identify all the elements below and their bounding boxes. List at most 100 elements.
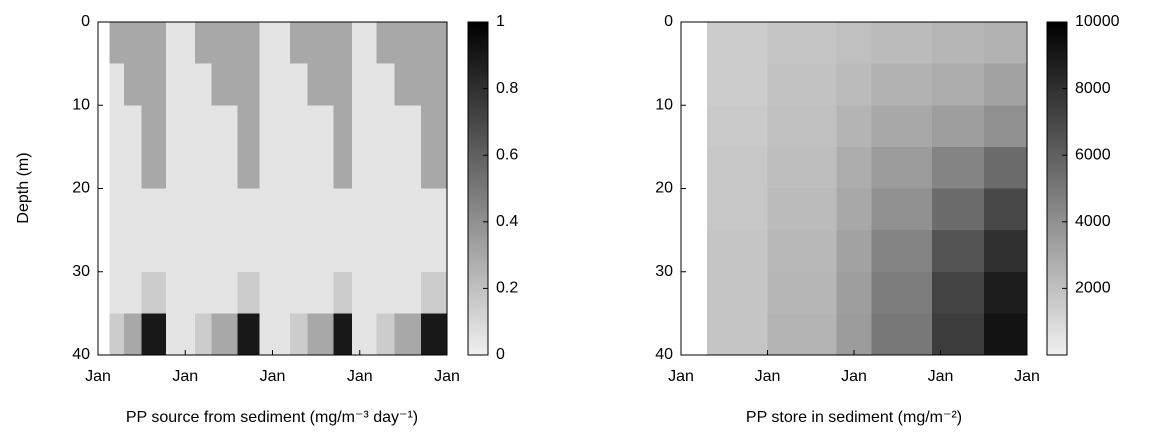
heatmap-cell xyxy=(259,188,291,231)
heatmap-cell xyxy=(289,63,308,106)
heatmap-cell xyxy=(767,146,838,189)
heatmap-cell xyxy=(871,22,933,65)
heatmap-cell xyxy=(706,188,768,231)
heatmap-cell xyxy=(931,63,985,106)
heatmap-cell xyxy=(307,146,335,189)
heatmap-cell xyxy=(394,63,422,106)
heatmap-cell xyxy=(211,271,239,314)
heatmap-cell xyxy=(871,313,933,356)
x-axis-label: PP store in sediment (mg/m⁻²) xyxy=(746,409,962,426)
heatmap-cell xyxy=(351,105,377,148)
heatmap-cell xyxy=(124,188,143,231)
heatmap-cell xyxy=(307,22,335,65)
heatmap-cell xyxy=(166,105,196,148)
heatmap-cell xyxy=(333,105,353,148)
heatmap-cell xyxy=(166,188,196,231)
heatmap-cell xyxy=(211,146,239,189)
x-tick-label: Jan xyxy=(85,368,111,385)
heatmap-cell xyxy=(109,313,125,356)
heatmap-cell xyxy=(376,188,396,231)
heatmap-cell xyxy=(767,22,838,65)
heatmap-cell xyxy=(420,63,448,106)
heatmap-cell xyxy=(289,146,308,189)
heatmap-cell xyxy=(259,313,291,356)
heatmap-cell xyxy=(109,271,125,314)
heatmap-cell xyxy=(871,63,933,106)
heatmap-cell xyxy=(983,105,1028,148)
colorbar-tick-label: 8000 xyxy=(1075,80,1111,97)
colorbar-frame xyxy=(1046,21,1068,356)
y-tick-label: 30 xyxy=(655,263,673,280)
heatmap-cell xyxy=(376,22,396,65)
heatmap-cell xyxy=(767,230,838,273)
heatmap-cell xyxy=(351,188,377,231)
heatmap-cell xyxy=(124,63,143,106)
heatmap-cell xyxy=(289,188,308,231)
heatmap-cell xyxy=(333,313,353,356)
colorbar xyxy=(1047,22,1067,355)
heatmap-cell xyxy=(420,22,448,65)
heatmap-cell xyxy=(836,63,872,106)
heatmap-cell xyxy=(931,313,985,356)
heatmap-cell xyxy=(259,271,291,314)
heatmap-cell xyxy=(351,313,377,356)
heatmap-cell xyxy=(376,271,396,314)
colorbar-tick-label: 2000 xyxy=(1075,280,1111,297)
x-tick-label: Jan xyxy=(841,368,867,385)
heatmap-cell xyxy=(931,105,985,148)
colorbar-tick-label: 0.6 xyxy=(496,146,518,163)
heatmap-cell xyxy=(983,230,1028,273)
colorbar-tick-label: 10000 xyxy=(1075,13,1120,30)
heatmap-cell xyxy=(871,230,933,273)
heatmap-cell xyxy=(376,105,396,148)
heatmap-cell xyxy=(351,230,377,273)
heatmap-cell xyxy=(420,188,448,231)
heatmap-cell xyxy=(706,105,768,148)
heatmap-cell xyxy=(836,313,872,356)
heatmap-cell xyxy=(124,271,143,314)
heatmap-cell xyxy=(141,105,167,148)
heatmap-cell xyxy=(333,188,353,231)
x-tick-label: Jan xyxy=(928,368,954,385)
x-tick-label: Jan xyxy=(755,368,781,385)
heatmap-cell xyxy=(166,230,196,273)
heatmap-cell xyxy=(420,271,448,314)
heatmap-cell xyxy=(307,63,335,106)
heatmap-cell xyxy=(836,188,872,231)
heatmap-cell xyxy=(307,271,335,314)
heatmap-cell xyxy=(194,271,212,314)
heatmap-cell xyxy=(141,271,167,314)
heatmap-cell xyxy=(141,188,167,231)
heatmap-cell xyxy=(124,105,143,148)
heatmap-cell xyxy=(289,230,308,273)
heatmap-cell xyxy=(109,188,125,231)
heatmap-cell xyxy=(333,271,353,314)
heatmap-cell xyxy=(211,188,239,231)
heatmap-cell xyxy=(376,63,396,106)
heatmap-cell xyxy=(166,63,196,106)
heatmap-cell xyxy=(194,105,212,148)
heatmap-cell xyxy=(259,105,291,148)
y-tick-label: 0 xyxy=(664,13,673,30)
heatmap-cell xyxy=(931,22,985,65)
heatmap-cell xyxy=(836,230,872,273)
heatmap-cell xyxy=(706,230,768,273)
y-axis-label: Depth (m) xyxy=(15,152,32,223)
x-axis-label: PP source from sediment (mg/m⁻³ day⁻¹) xyxy=(126,409,418,426)
heatmap-cell xyxy=(767,105,838,148)
heatmap-cell xyxy=(211,63,239,106)
heatmap-cell xyxy=(124,146,143,189)
heatmap-cell xyxy=(706,146,768,189)
heatmap-cell xyxy=(931,271,985,314)
heatmap-cell xyxy=(836,105,872,148)
heatmap-cell xyxy=(983,271,1028,314)
heatmap-cell xyxy=(109,230,125,273)
x-tick-label: Jan xyxy=(172,368,198,385)
heatmap-cell xyxy=(194,188,212,231)
y-tick-label: 0 xyxy=(81,13,90,30)
heatmap-cell xyxy=(706,22,768,65)
heatmap-cell xyxy=(767,188,838,231)
colorbar-tick-label: 1 xyxy=(496,13,505,30)
heatmap-cell xyxy=(211,313,239,356)
